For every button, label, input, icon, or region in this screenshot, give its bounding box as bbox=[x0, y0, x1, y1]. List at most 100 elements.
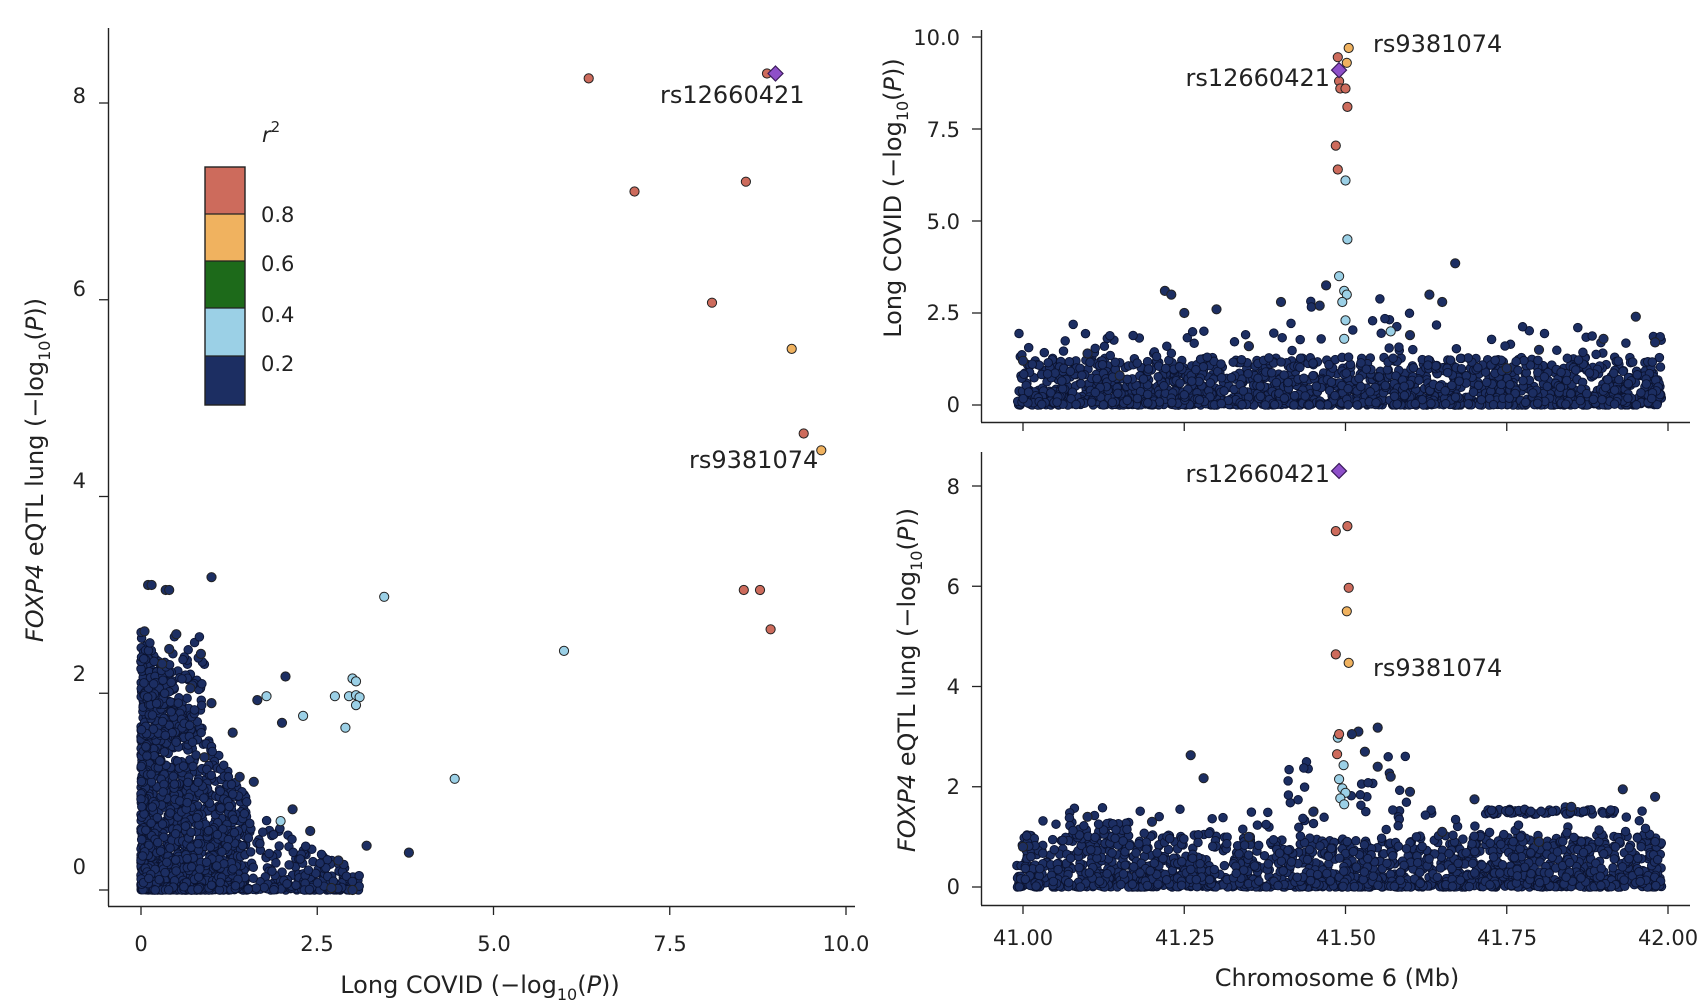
left-background-point bbox=[230, 881, 241, 891]
left-x-title-part: )) bbox=[601, 971, 620, 999]
top-right-background-point bbox=[1361, 364, 1372, 374]
top-right-background-point bbox=[1269, 399, 1280, 410]
left-data-point bbox=[403, 847, 414, 858]
top-right-data-point bbox=[1385, 326, 1396, 337]
left-background-point bbox=[171, 737, 181, 747]
top-right-background-point bbox=[1159, 381, 1169, 391]
left-background-point bbox=[187, 737, 198, 747]
left-background-point bbox=[304, 884, 315, 895]
left-x-title-part: Long COVID (−log bbox=[340, 971, 557, 999]
left-data-point bbox=[276, 717, 288, 728]
top-right-background-point bbox=[1376, 328, 1386, 339]
top-right-background-point bbox=[1330, 390, 1340, 401]
left-y-title-part: )) bbox=[21, 298, 49, 317]
top-right-background-point bbox=[1229, 337, 1240, 347]
left-data-point bbox=[280, 671, 291, 682]
top-right-background-point bbox=[1042, 369, 1053, 379]
left-background-point bbox=[136, 724, 147, 735]
left-background-point bbox=[243, 833, 254, 843]
left-background-point bbox=[151, 698, 162, 709]
left-data-point bbox=[287, 804, 298, 815]
top-right-background-point bbox=[1647, 357, 1658, 367]
top-right-background-point bbox=[1105, 350, 1116, 361]
top-right-background-point bbox=[1255, 391, 1266, 402]
left-background-point bbox=[153, 837, 163, 848]
top-right-background-point bbox=[1097, 359, 1108, 370]
top-right-background-point bbox=[1065, 366, 1076, 377]
left-background-point bbox=[177, 674, 187, 684]
left-background-point bbox=[188, 761, 198, 772]
top-right-background-point bbox=[1552, 345, 1562, 356]
top-right-y-tick-label: 5.0 bbox=[927, 210, 960, 234]
top-right-background-point bbox=[1408, 363, 1419, 373]
top-right-background-point bbox=[1068, 319, 1078, 330]
bottom-right-background-point bbox=[1650, 836, 1660, 847]
top-right-y-title-part: Long COVID (−log bbox=[879, 121, 907, 338]
top-right-background-point bbox=[1500, 341, 1510, 351]
top-right-background-point bbox=[1174, 362, 1185, 372]
left-annotation-rs12660421: rs12660421 bbox=[660, 81, 805, 109]
top-right-background-point bbox=[1326, 377, 1337, 387]
left-data-point bbox=[379, 591, 390, 602]
bottom-right-background-point bbox=[1458, 834, 1468, 844]
top-right-background-point bbox=[1618, 366, 1628, 377]
top-right-background-point bbox=[1039, 347, 1050, 358]
left-background-point bbox=[226, 779, 237, 790]
top-right-background-point bbox=[1519, 355, 1529, 366]
top-right-data-point bbox=[1211, 304, 1222, 315]
top-right-background-point bbox=[1151, 351, 1162, 362]
top-right-background-point bbox=[1468, 387, 1479, 397]
top-right-background-point bbox=[1283, 377, 1293, 388]
left-y-tick-label: 8 bbox=[73, 84, 86, 108]
top-right-y-tick-label: 2.5 bbox=[927, 301, 960, 325]
top-right-panel: 0 2.5 5.0 7.5 10.0 Long COVID (−log10(P)… bbox=[879, 26, 1690, 431]
left-background-point bbox=[179, 882, 189, 892]
left-y-title-italic: FOXP4 bbox=[21, 564, 49, 642]
left-background-point bbox=[193, 884, 203, 894]
top-right-data-point bbox=[1314, 300, 1325, 311]
top-right-background-point bbox=[1080, 328, 1091, 339]
top-right-background-point bbox=[1591, 349, 1601, 360]
top-right-background-point bbox=[1542, 381, 1553, 392]
left-background-point bbox=[245, 847, 256, 857]
top-right-background-point bbox=[1343, 400, 1353, 410]
top-right-annotation-rs12660421: rs12660421 bbox=[1185, 64, 1330, 92]
left-background-point bbox=[303, 865, 314, 875]
left-background-point bbox=[146, 769, 156, 780]
top-right-background-point bbox=[1077, 370, 1087, 381]
bottom-right-background-point bbox=[1295, 831, 1306, 841]
top-right-background-point bbox=[1621, 338, 1631, 348]
left-x-title-subscript: 10 bbox=[557, 985, 577, 1004]
left-background-point bbox=[196, 727, 206, 738]
left-data-point bbox=[275, 816, 286, 827]
top-right-background-point bbox=[1098, 400, 1109, 410]
top-right-background-point bbox=[1518, 375, 1528, 386]
top-right-background-point bbox=[1517, 322, 1528, 332]
legend-label: 0.8 bbox=[261, 203, 294, 227]
top-right-data-point bbox=[1341, 57, 1352, 68]
top-right-background-point bbox=[1575, 395, 1586, 406]
top-right-background-point bbox=[1085, 357, 1095, 368]
left-x-title-italic: P bbox=[587, 971, 602, 999]
top-right-background-point bbox=[1160, 363, 1171, 374]
top-right-background-point bbox=[1304, 400, 1314, 410]
left-background-point bbox=[184, 720, 195, 731]
top-right-background-point bbox=[1057, 383, 1068, 394]
left-y-tick-label: 0 bbox=[73, 855, 86, 879]
top-right-y-title-part: ( bbox=[879, 91, 907, 100]
left-data-point bbox=[449, 773, 460, 784]
left-panel: 0 2.5 5.0 7.5 10.0 0 2 4 6 8 Long COVID … bbox=[21, 28, 869, 1004]
left-background-point bbox=[145, 638, 155, 648]
left-background-point bbox=[206, 770, 217, 780]
left-background-point bbox=[194, 632, 205, 642]
left-background-point bbox=[261, 815, 272, 826]
top-right-background-point bbox=[1392, 399, 1402, 409]
left-data-point bbox=[199, 752, 210, 763]
left-background-point bbox=[215, 786, 225, 796]
left-y-title-part: eQTL lung (−log bbox=[21, 361, 49, 564]
top-right-data-point bbox=[1334, 271, 1345, 282]
top-right-background-point bbox=[1555, 382, 1566, 393]
left-background-point bbox=[228, 789, 238, 799]
left-data-point bbox=[706, 297, 718, 308]
